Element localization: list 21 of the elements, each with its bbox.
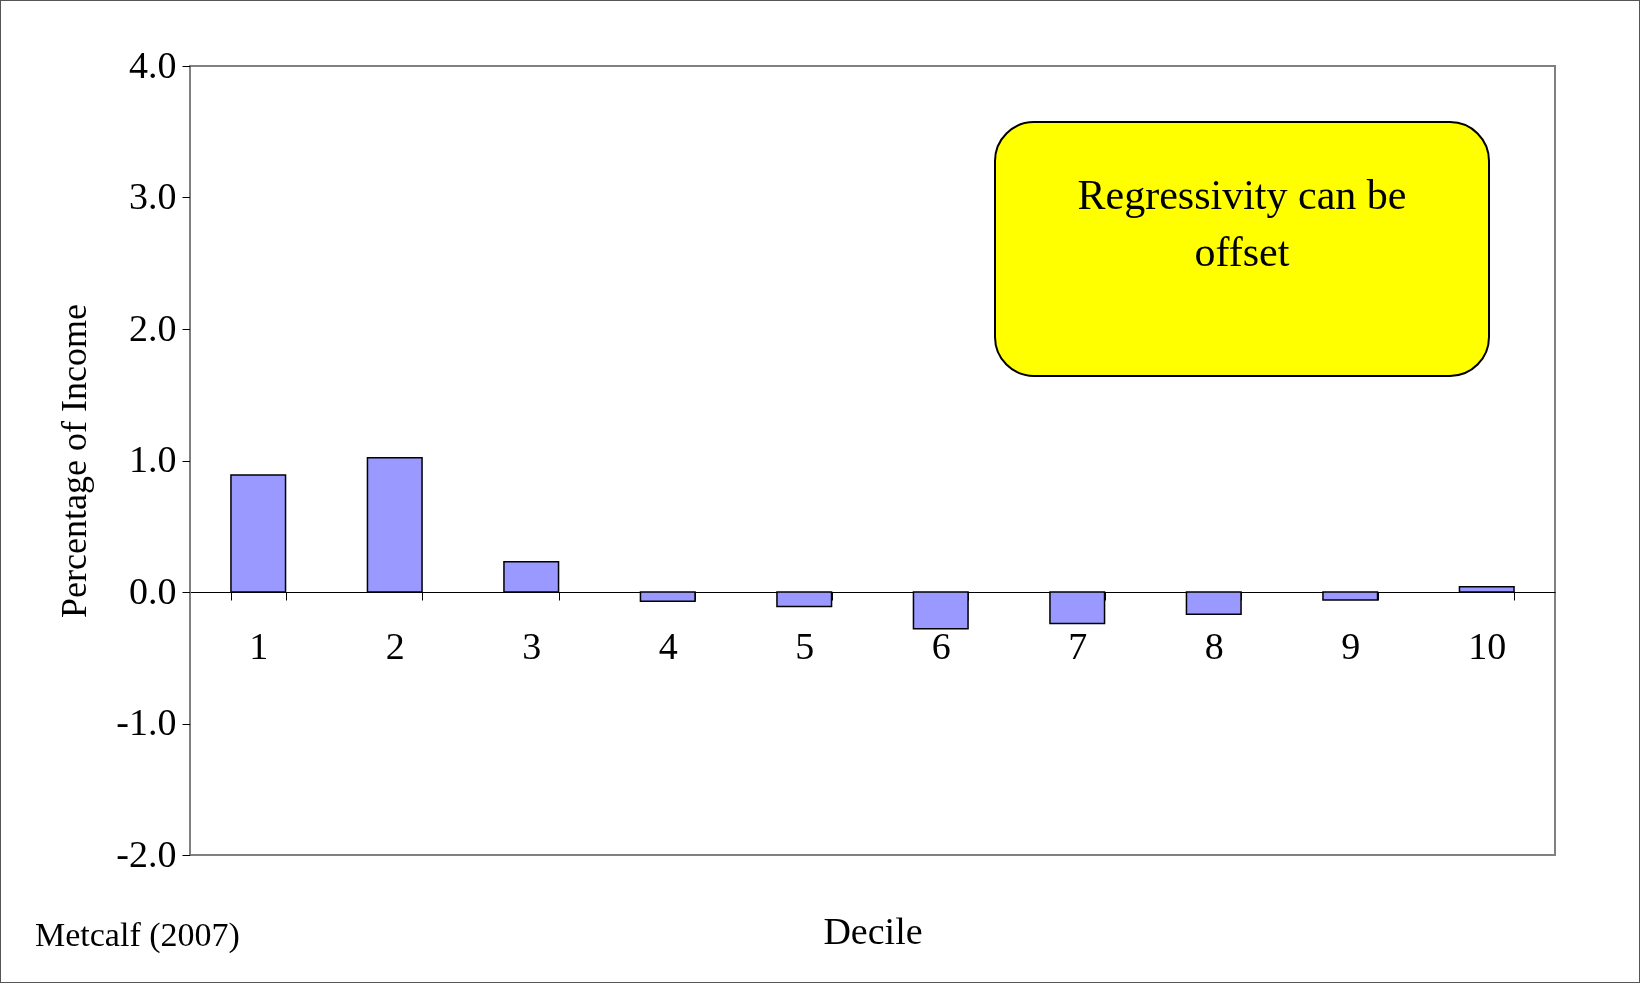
x-tick-label: 5 (795, 624, 815, 667)
y-tick-label: 0.0 (129, 569, 177, 612)
x-axis-title: Decile (823, 909, 923, 952)
x-tick-label: 9 (1341, 624, 1361, 667)
x-tick-label: 8 (1204, 624, 1224, 667)
y-tick-label: 4.0 (129, 43, 177, 86)
callout-box: Regressivity can be offset (994, 121, 1490, 377)
x-tick-label: 7 (1068, 624, 1088, 667)
y-axis-title: Percentage of Income (54, 304, 95, 618)
text: Metcalf (2007) (35, 916, 240, 954)
x-tick-label: 10 (1468, 624, 1507, 667)
y-tick-label: 2.0 (129, 306, 177, 349)
y-tick-label: 3.0 (129, 175, 177, 217)
x-tick-label: 4 (658, 624, 678, 667)
x-tick-label: 1 (249, 624, 269, 667)
x-tick-label: 2 (385, 624, 405, 667)
y-tick-label: -1.0 (116, 701, 177, 743)
y-tick-label: 1.0 (129, 438, 177, 480)
x-tick-label: 3 (522, 624, 542, 667)
y-tick-label: -2.0 (116, 832, 177, 875)
x-tick-label: 6 (931, 624, 951, 667)
